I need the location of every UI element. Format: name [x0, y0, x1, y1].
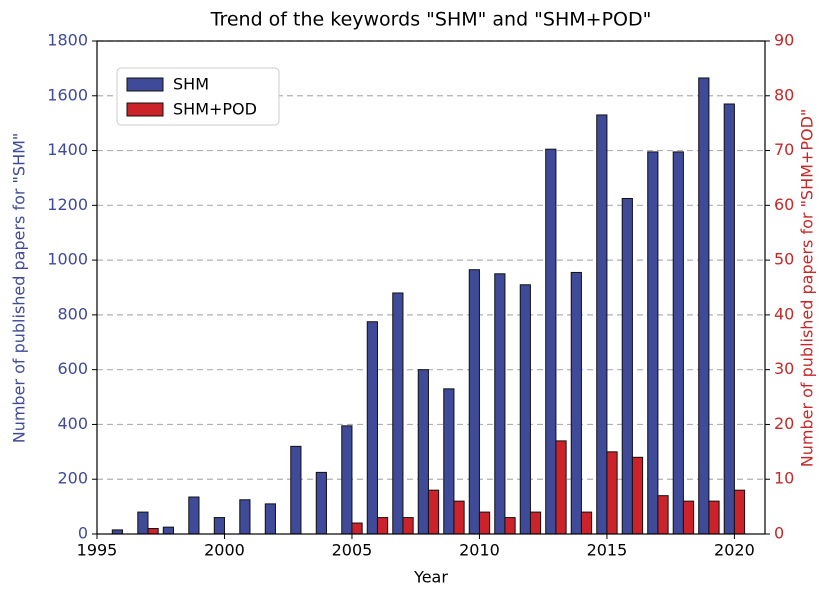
bar: [723, 103, 735, 535]
y-tick-label: 600: [57, 359, 88, 378]
bar: [657, 495, 669, 535]
x-tick-label: 2005: [332, 541, 373, 560]
bar: [315, 471, 327, 535]
bar: [596, 114, 608, 535]
bar: [453, 500, 465, 535]
bar: [672, 151, 684, 535]
bar: [580, 511, 593, 535]
y-tick-label: 0: [78, 524, 88, 543]
y-axis-label: Number of published papers for "SHM": [10, 133, 29, 444]
bar: [402, 517, 414, 535]
legend-swatch: [126, 77, 164, 92]
bar: [545, 148, 557, 535]
bar: [162, 526, 174, 535]
bar: [647, 151, 659, 535]
bar: [733, 489, 746, 535]
bar: [698, 77, 710, 535]
bar: [376, 517, 389, 535]
bar: [494, 273, 506, 535]
x-axis-label: Year: [413, 568, 448, 587]
x-tick-label: 2010: [459, 541, 500, 560]
bar: [351, 522, 363, 535]
x-tick-label: 2000: [204, 541, 245, 560]
y2-tick-label: 30: [774, 359, 794, 378]
bar: [427, 489, 440, 535]
y-tick-label: 800: [57, 304, 88, 323]
y-tick-label: 1400: [47, 140, 88, 159]
bar: [504, 517, 516, 535]
bar: [264, 503, 276, 535]
chart-title: Trend of the keywords "SHM" and "SHM+POD…: [210, 9, 652, 31]
bar: [213, 517, 225, 535]
y-tick-label: 200: [57, 469, 88, 488]
y-tick-label: 1000: [47, 250, 88, 269]
bar: [147, 528, 159, 535]
bar: [478, 511, 491, 535]
bar: [529, 511, 542, 535]
bar: [570, 271, 582, 535]
y-tick-label: 1600: [47, 85, 88, 104]
bar: [188, 496, 200, 535]
y2-axis-label: Number of published papers for "SHM+POD": [798, 109, 817, 468]
bar: [137, 511, 149, 535]
bar: [239, 499, 251, 535]
y-tick-label: 400: [57, 414, 88, 433]
y2-tick-label: 80: [774, 85, 794, 104]
y-tick-label: 1800: [47, 31, 88, 50]
bar: [366, 321, 378, 535]
y2-tick-label: 10: [774, 469, 794, 488]
bar: [111, 529, 123, 535]
bar: [682, 500, 695, 535]
bar: [708, 500, 720, 535]
y2-tick-label: 90: [774, 31, 794, 50]
y2-tick-label: 40: [774, 304, 794, 323]
bar: [519, 284, 531, 535]
y2-tick-label: 20: [774, 414, 794, 433]
bar: [555, 440, 567, 535]
bar: [417, 369, 429, 535]
y2-tick-label: 70: [774, 140, 794, 159]
bar: [392, 292, 404, 535]
y2-tick-label: 50: [774, 250, 794, 269]
y-tick-label: 1200: [47, 195, 88, 214]
legend-label: SHM: [173, 75, 209, 94]
x-tick-label: 2015: [587, 541, 628, 560]
bar: [468, 269, 480, 535]
x-tick-label: 1995: [77, 541, 118, 560]
bar: [290, 445, 302, 535]
legend-swatch: [126, 102, 164, 117]
bar: [443, 388, 455, 535]
bar: [621, 197, 633, 535]
bar: [341, 425, 353, 535]
legend-label: SHM+POD: [173, 100, 257, 119]
plot-frame: [96, 40, 766, 535]
y2-tick-label: 0: [774, 524, 784, 543]
x-tick-label: 2020: [714, 541, 755, 560]
y2-tick-label: 60: [774, 195, 794, 214]
bar: [606, 451, 618, 535]
bar: [631, 456, 644, 535]
